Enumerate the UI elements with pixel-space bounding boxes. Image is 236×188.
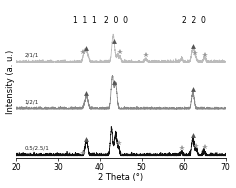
Text: 2/1/1: 2/1/1 (24, 52, 38, 57)
Text: 1  1  1: 1 1 1 (73, 16, 97, 25)
Y-axis label: Intensity (a. u.): Intensity (a. u.) (6, 50, 15, 114)
Text: 1/2/1: 1/2/1 (24, 99, 38, 104)
Text: 2  2  0: 2 2 0 (182, 16, 206, 25)
Text: 0.5/2.5/1: 0.5/2.5/1 (24, 146, 49, 151)
X-axis label: 2 Theta (°): 2 Theta (°) (98, 174, 143, 182)
Text: 2  0  0: 2 0 0 (104, 16, 128, 25)
